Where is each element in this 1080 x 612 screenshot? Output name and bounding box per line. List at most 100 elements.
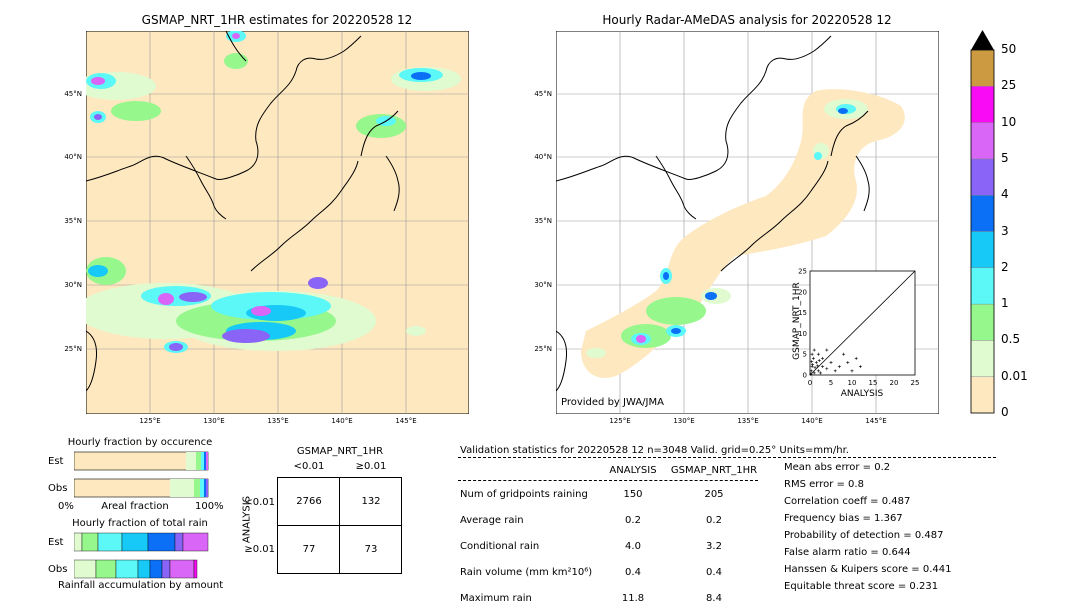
scatter-point	[814, 361, 818, 365]
scatter-point	[821, 365, 825, 369]
colorbar-blocks	[970, 49, 995, 414]
validation-row-gsmap: 0.4	[706, 567, 722, 578]
scatter-point	[833, 369, 837, 373]
occurrence-bars	[74, 451, 209, 498]
left-lon-label: 130°E	[203, 417, 225, 425]
scatter-point	[829, 361, 833, 365]
total-footer: Rainfall accumulation by amount	[58, 580, 224, 591]
scatter-point	[812, 348, 816, 352]
scatter-point	[816, 364, 820, 368]
scatter-x-tick: 15	[869, 379, 878, 387]
scatter-point	[810, 360, 814, 364]
validation-header: Validation statistics for 20220528 12 n=…	[460, 445, 849, 456]
data-credit: Provided by JWA/JMA	[561, 397, 664, 408]
scatter-point	[837, 365, 841, 369]
validation-row-analysis: 11.8	[621, 593, 645, 604]
colorbar	[970, 30, 995, 414]
validation-score: Equitable threat score = 0.231	[784, 581, 939, 592]
contingency-col2: ≥0.01	[355, 461, 387, 472]
validation-row-analysis: 0.2	[625, 515, 641, 526]
validation-row-analysis: 0.4	[625, 567, 641, 578]
validation-score: False alarm ratio = 0.644	[784, 547, 911, 558]
scatter-point	[854, 356, 858, 360]
left-lon-label: 125°E	[139, 417, 161, 425]
left-lat-label: 30°N	[64, 281, 82, 289]
contingency-cell: 77	[302, 544, 316, 555]
scatter-point	[846, 361, 850, 365]
scatter-point	[811, 356, 815, 360]
right-map-title: Hourly Radar-AMeDAS analysis for 2022052…	[602, 13, 892, 27]
left-map-rain	[86, 31, 461, 353]
validation-row-gsmap: 3.2	[706, 541, 722, 552]
contingency-title: GSMAP_NRT_1HR	[296, 446, 384, 457]
scatter-point	[817, 358, 821, 362]
right-lon-label: 140°E	[801, 417, 823, 425]
right-lat-label: 45°N	[534, 90, 552, 98]
right-lon-label: 145°E	[865, 417, 887, 425]
total-row-est: Est	[48, 537, 64, 548]
left-map-title: GSMAP_NRT_1HR estimates for 20220528 12	[141, 13, 413, 27]
scatter-point	[816, 369, 820, 373]
occurrence-row-obs: Obs	[48, 483, 68, 494]
colorbar-tick-label: 1	[1001, 296, 1009, 311]
scatter-y-tick: 0	[803, 372, 807, 380]
validation-row-label: Maximum rain	[460, 593, 532, 604]
scatter-point	[809, 369, 813, 373]
validation-score: RMS error = 0.8	[784, 479, 864, 490]
total-title: Hourly fraction of total rain	[72, 518, 208, 529]
colorbar-tick-label: 50	[1001, 42, 1017, 56]
left-map-coastline	[86, 31, 400, 392]
scatter-y-tick: 15	[798, 309, 807, 317]
left-lat-label: 25°N	[64, 345, 82, 353]
right-lat-label: 30°N	[534, 281, 552, 289]
scatter-point	[809, 372, 813, 376]
validation-col-gsmap: GSMAP_NRT_1HR	[670, 465, 758, 476]
scatter-y-tick: 25	[798, 268, 807, 276]
colorbar-extend-arrow	[971, 30, 994, 50]
scatter-x-tick: 10	[848, 379, 857, 387]
scatter-x-tick: 20	[890, 379, 899, 387]
validation-col-analysis: ANALYSIS	[609, 465, 657, 476]
colorbar-tick-label: 0.01	[1001, 368, 1028, 383]
scatter-point	[825, 348, 829, 352]
occurrence-title: Hourly fraction by occurence	[67, 437, 213, 448]
occurrence-x-left: 0%	[58, 501, 74, 512]
total-row-obs: Obs	[48, 564, 68, 575]
validation-divider	[458, 457, 996, 458]
validation-score: Mean abs error = 0.2	[784, 462, 891, 473]
right-map-rain	[586, 99, 868, 358]
occurrence-x-right: 100%	[195, 501, 224, 512]
validation-row-analysis: 4.0	[625, 541, 641, 552]
colorbar-block	[970, 376, 995, 414]
scatter-inset: 00 5 5 10 10 15 15 20 20 25 25	[798, 268, 919, 388]
validation-row-label: Average rain	[460, 515, 524, 526]
scatter-point	[842, 352, 846, 356]
colorbar-block	[970, 340, 995, 377]
contingency-grid	[277, 477, 402, 574]
validation-row-gsmap: 8.4	[706, 593, 722, 604]
colorbar-tick-label: 10	[1001, 114, 1017, 129]
colorbar-tick-label: 0	[1001, 405, 1009, 419]
scatter-y-tick: 20	[798, 288, 807, 296]
scatter-points	[809, 348, 862, 376]
validation-row-gsmap: 0.2	[706, 515, 722, 526]
right-lat-label: 35°N	[534, 217, 552, 225]
right-map-coastline	[556, 35, 870, 392]
contingency-cell: 2766	[296, 496, 322, 507]
right-lon-label: 135°E	[737, 417, 759, 425]
scatter-point	[825, 367, 829, 371]
scatter-point	[810, 365, 814, 369]
left-map	[86, 31, 469, 414]
scatter-ticks: 00 5 5 10 10 15 15 20 20 25 25	[798, 268, 919, 388]
validation-score: Frequency bias = 1.367	[784, 513, 903, 524]
scatter-point	[850, 369, 854, 373]
contingency-col1: <0.01	[293, 461, 325, 472]
scatter-point	[813, 366, 817, 370]
scatter-point	[858, 365, 862, 369]
left-lat-label: 45°N	[64, 90, 82, 98]
scatter-y-tick: 5	[803, 351, 807, 359]
scatter-x-tick: 25	[911, 379, 920, 387]
left-lon-label: 145°E	[395, 417, 417, 425]
colorbar-block	[970, 303, 995, 341]
left-lat-label: 35°N	[64, 217, 82, 225]
